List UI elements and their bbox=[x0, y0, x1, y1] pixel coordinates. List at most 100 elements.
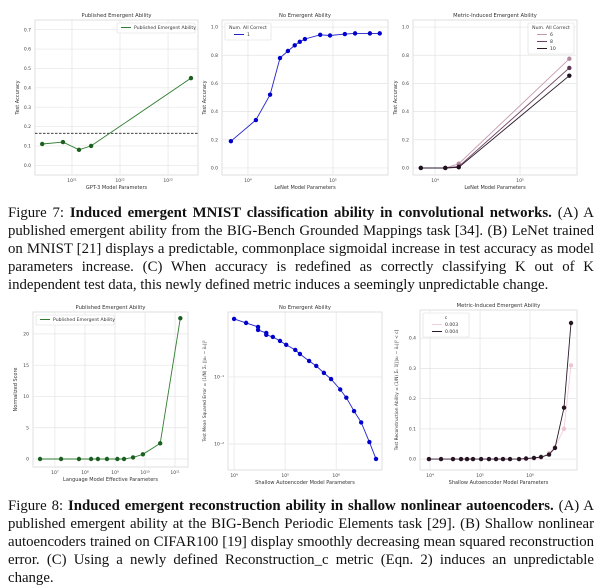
data-point bbox=[568, 320, 574, 326]
chart-title: Published Emergent Ability bbox=[82, 13, 152, 19]
y-tick-label: 0.4 bbox=[409, 336, 416, 342]
data-point bbox=[458, 456, 464, 462]
x-axis-label: Shallow Autoencoder Model Parameters bbox=[255, 480, 355, 486]
series-line-10 bbox=[420, 75, 570, 169]
y-axis-label: Test Accuracy bbox=[393, 80, 399, 115]
data-point bbox=[253, 117, 259, 123]
x-tick-label: 10⁵ bbox=[329, 178, 337, 184]
x-tick-label: 10⁸ bbox=[81, 470, 89, 476]
data-point bbox=[561, 405, 567, 410]
data-point bbox=[58, 456, 64, 462]
data-point bbox=[426, 456, 432, 462]
data-point bbox=[523, 456, 529, 461]
data-point bbox=[478, 456, 484, 462]
y-axis-label: Normalized Score bbox=[13, 368, 19, 412]
plot-area bbox=[221, 19, 389, 176]
data-point bbox=[130, 455, 136, 460]
legend-entry: Published Emergent Ability bbox=[134, 25, 196, 31]
data-point bbox=[486, 456, 492, 462]
figure-7-caption: Figure 7: Induced emergent MNIST classif… bbox=[8, 204, 594, 294]
data-point bbox=[568, 363, 574, 368]
chart-panel-2: 10⁴ 10⁵ 0.0 0.2 0.4 0.6 0.8 1.0 No Emergent Abil… bbox=[202, 13, 389, 191]
y-tick-label: 10⁻¹ bbox=[214, 375, 224, 381]
data-point bbox=[88, 143, 94, 149]
legend-box bbox=[35, 314, 115, 326]
legend-title: Num. All Correct bbox=[532, 25, 570, 31]
chart-title: No Emergent Ability bbox=[279, 305, 331, 311]
y-tick-label: 0.0 bbox=[402, 166, 409, 172]
data-point bbox=[76, 147, 82, 153]
y-tick-label: 1.0 bbox=[402, 25, 409, 31]
chart-title: No Emergent Ability bbox=[279, 13, 331, 19]
data-point bbox=[328, 376, 334, 382]
data-point bbox=[121, 456, 127, 462]
legend-box bbox=[527, 22, 575, 55]
data-point bbox=[178, 316, 183, 321]
data-point bbox=[351, 408, 357, 414]
data-point bbox=[37, 456, 43, 462]
data-point bbox=[157, 441, 163, 446]
y-tick-label: 0.6 bbox=[24, 47, 31, 53]
plot-area bbox=[32, 311, 189, 468]
legend-box bbox=[224, 22, 272, 41]
data-point bbox=[318, 32, 323, 37]
data-point bbox=[292, 43, 297, 48]
data-point bbox=[438, 456, 444, 462]
legend: Published Emergent Ability bbox=[35, 314, 115, 326]
legend-title: Num. All Correct bbox=[229, 25, 267, 31]
data-point bbox=[327, 33, 333, 38]
data-point bbox=[500, 456, 506, 462]
data-point bbox=[293, 347, 298, 353]
caption-body: (A) A published emergent ability at the … bbox=[8, 498, 594, 586]
y-tick-label: 0.2 bbox=[402, 137, 409, 143]
y-axis-label: Test Accuracy bbox=[15, 80, 21, 115]
chart-panel-5: 10⁴ 10⁵ 10⁶ 10⁻¹ 10⁻² No Emergent Ability Shal… bbox=[202, 305, 383, 486]
chart-panel-1: 10²¹ 10²² 10²³ 0.0 0.1 0.2 0.3 0.4 0.5 0.6 0.7 Publ… bbox=[15, 13, 199, 191]
y-tick-label: 5 bbox=[26, 425, 29, 431]
y-tick-label: 10 bbox=[23, 394, 29, 400]
x-tick-label: 10⁴ bbox=[244, 178, 252, 184]
data-point bbox=[270, 334, 276, 340]
data-point bbox=[531, 455, 537, 461]
x-tick-label: 10⁵ bbox=[516, 178, 524, 184]
y-tick-label: 15 bbox=[23, 363, 29, 369]
chart-title: Published Emergent Ability bbox=[76, 305, 146, 311]
x-tick-label: 10⁷ bbox=[51, 470, 59, 476]
y-tick-label: 0.0 bbox=[409, 457, 416, 463]
data-point bbox=[264, 332, 269, 338]
caption-title: Induced emergent MNIST classification ab… bbox=[69, 205, 552, 221]
y-tick-label: 0.5 bbox=[24, 66, 31, 72]
y-tick-label: 0.8 bbox=[402, 53, 409, 59]
data-point bbox=[228, 138, 234, 144]
y-tick-label: 0.4 bbox=[24, 85, 31, 91]
legend-entry: 0.003 bbox=[445, 322, 458, 328]
x-axis-label: Language Model Effective Parameters bbox=[63, 477, 158, 483]
data-point bbox=[188, 75, 194, 81]
y-tick-label: 0.1 bbox=[409, 426, 416, 432]
x-tick-label: 10¹⁰ bbox=[140, 470, 150, 476]
x-tick-label: 10²² bbox=[115, 178, 125, 184]
data-point bbox=[456, 165, 461, 170]
y-tick-label: 0.7 bbox=[24, 27, 31, 33]
data-point bbox=[255, 324, 261, 330]
chart-title: Metric-Induced Emergent Ability bbox=[453, 13, 537, 19]
legend-box bbox=[116, 22, 196, 34]
data-point bbox=[567, 56, 572, 61]
data-point bbox=[418, 165, 424, 171]
caption-label: Figure 7: bbox=[8, 205, 70, 221]
data-point bbox=[267, 92, 273, 97]
data-point bbox=[338, 387, 343, 392]
plot-area bbox=[227, 311, 383, 471]
y-tick-label: 0.4 bbox=[402, 109, 409, 115]
data-point bbox=[450, 456, 456, 462]
y-tick-label: 0 bbox=[26, 457, 29, 463]
legend-entry: 0.004 bbox=[445, 329, 458, 335]
x-tick-label: 10⁴ bbox=[431, 178, 439, 184]
x-axis-label: LeNet Model Parameters bbox=[274, 185, 336, 191]
y-tick-label: 0.4 bbox=[211, 109, 218, 115]
data-point bbox=[352, 31, 358, 36]
figures-canvas: 10²¹ 10²² 10²³ 0.0 0.1 0.2 0.3 0.4 0.5 0.6 0.7 Publ… bbox=[13, 13, 578, 486]
data-point bbox=[39, 141, 45, 147]
y-tick-label: 10⁻² bbox=[214, 442, 224, 448]
